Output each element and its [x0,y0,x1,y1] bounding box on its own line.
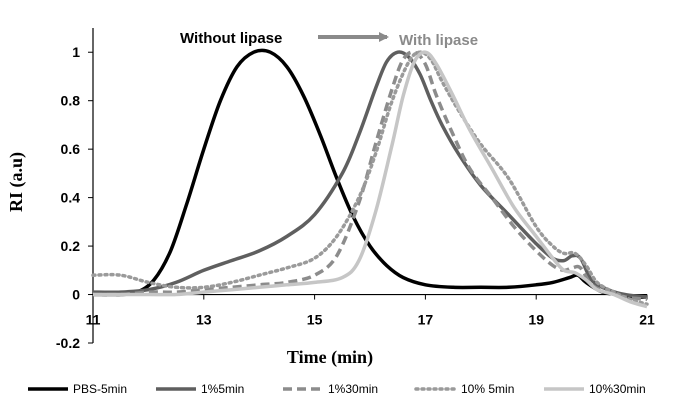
y-tick-label: 0.6 [61,141,81,157]
legend-label: PBS-5min [73,382,127,396]
series-line-10-30min [93,50,648,309]
legend: PBS-5min 1%5min 1%30min 10% 5min 10%30min [28,382,646,396]
annotations: Without lipase With lipase [180,30,478,49]
series-layer [91,48,649,309]
y-axis-title: RI (a.u) [6,152,27,212]
x-tick-label: 13 [196,312,212,328]
y-tick-label: 0.2 [61,238,81,254]
x-tick-label: 19 [528,312,544,328]
x-axis-title: Time (min) [287,347,373,368]
legend-label: 10% 5min [461,382,514,396]
x-tick-label: 17 [418,312,434,328]
axis-titles: Time (min) RI (a.u) [6,152,373,368]
legend-label: 1%5min [201,382,244,396]
legend-label: 1%30min [328,382,378,396]
annotation-without-lipase: Without lipase [180,30,282,47]
y-tick-label: 0 [72,287,80,303]
y-tick-label: 0.4 [61,190,81,206]
x-tick-label: 11 [86,312,101,328]
x-tick-label: 15 [307,312,323,328]
y-tick-label: 0.8 [61,93,81,109]
annotation-with-lipase: With lipase [399,32,478,49]
legend-label: 10%30min [589,382,646,396]
series-line-10-5min [91,50,649,306]
y-tick-label: 1 [72,44,80,60]
y-tick-label: -0.2 [56,335,80,351]
x-tick-label: 21 [639,312,655,328]
series-line-1-5min [92,50,648,299]
